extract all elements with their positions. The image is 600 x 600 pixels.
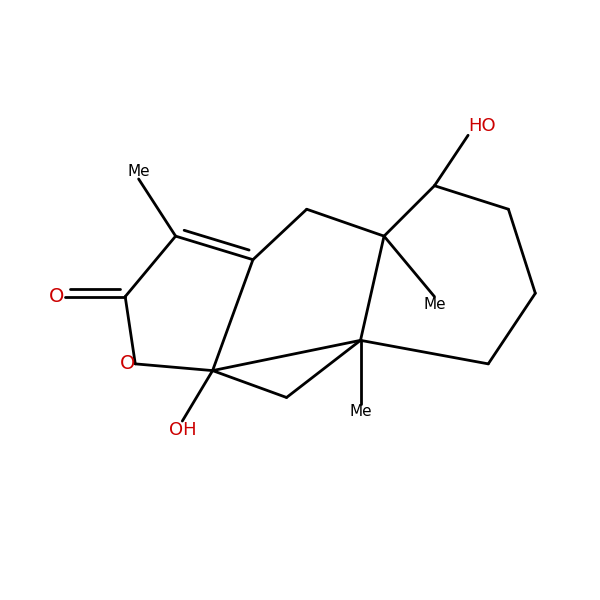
Text: OH: OH xyxy=(169,421,196,439)
Text: HO: HO xyxy=(468,117,496,135)
Text: O: O xyxy=(120,355,135,373)
Text: Me: Me xyxy=(127,164,150,179)
Text: Me: Me xyxy=(423,296,446,311)
Text: O: O xyxy=(49,287,65,306)
Text: Me: Me xyxy=(349,404,372,419)
